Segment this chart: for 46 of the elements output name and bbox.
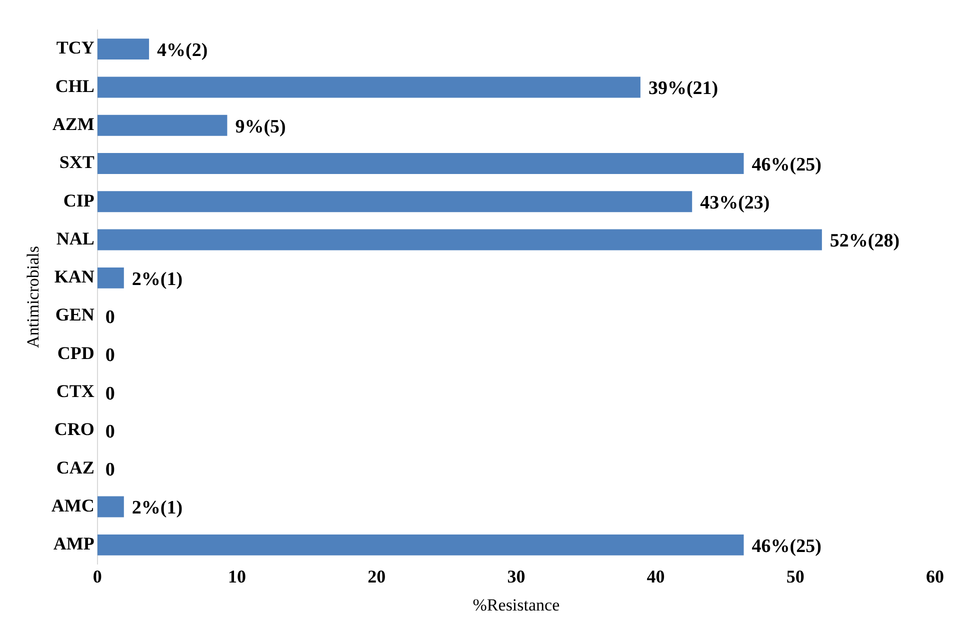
data-label: 0 — [105, 383, 115, 404]
data-label: 0 — [105, 345, 115, 366]
y-tick-label: AMP — [53, 534, 94, 554]
bar — [97, 153, 744, 174]
x-tick-label: 10 — [228, 566, 246, 586]
data-label: 46%(25) — [752, 154, 822, 176]
bar — [97, 229, 822, 250]
bar — [97, 191, 692, 212]
y-tick-label: NAL — [56, 228, 94, 248]
x-tick-label: 30 — [507, 566, 526, 586]
data-label: 9%(5) — [235, 116, 286, 138]
y-tick-label: AMC — [51, 495, 94, 516]
data-label: 2%(1) — [132, 498, 183, 519]
x-tick-label: 20 — [368, 566, 386, 586]
x-axis-title: %Resistance — [472, 595, 560, 614]
data-label: 0 — [105, 421, 115, 442]
bar — [97, 267, 124, 288]
y-tick-label: CHL — [55, 76, 94, 96]
x-tick-label: 40 — [646, 566, 665, 586]
data-label: 0 — [105, 306, 115, 328]
y-tick-label: CTX — [56, 381, 94, 402]
x-tick-label: 50 — [786, 566, 804, 586]
x-tick-label: 60 — [926, 566, 944, 586]
bar — [97, 76, 640, 98]
y-tick-label: CAZ — [56, 457, 94, 478]
data-label: 39%(21) — [648, 78, 718, 100]
y-tick-label: TCY — [56, 38, 94, 58]
y-tick-label: CIP — [63, 190, 94, 210]
y-axis-title: Antimicrobials — [24, 246, 43, 348]
y-tick-label: KAN — [54, 266, 94, 287]
y-tick-label: AZM — [52, 114, 94, 134]
data-label: 0 — [105, 460, 115, 481]
data-label: 4%(2) — [157, 40, 208, 61]
y-tick-label: CRO — [54, 419, 94, 440]
bar — [97, 38, 150, 60]
bar — [97, 534, 744, 556]
data-label: 46%(25) — [752, 536, 822, 557]
bar — [97, 496, 124, 518]
data-label: 2%(1) — [132, 268, 183, 290]
bar — [97, 114, 228, 136]
data-label: 52%(28) — [830, 230, 900, 252]
y-tick-label: GEN — [55, 304, 94, 325]
y-tick-label: SXT — [59, 152, 94, 172]
x-tick-label: 0 — [92, 566, 102, 586]
y-tick-label: CPD — [57, 342, 94, 363]
data-label: 43%(23) — [700, 192, 770, 214]
